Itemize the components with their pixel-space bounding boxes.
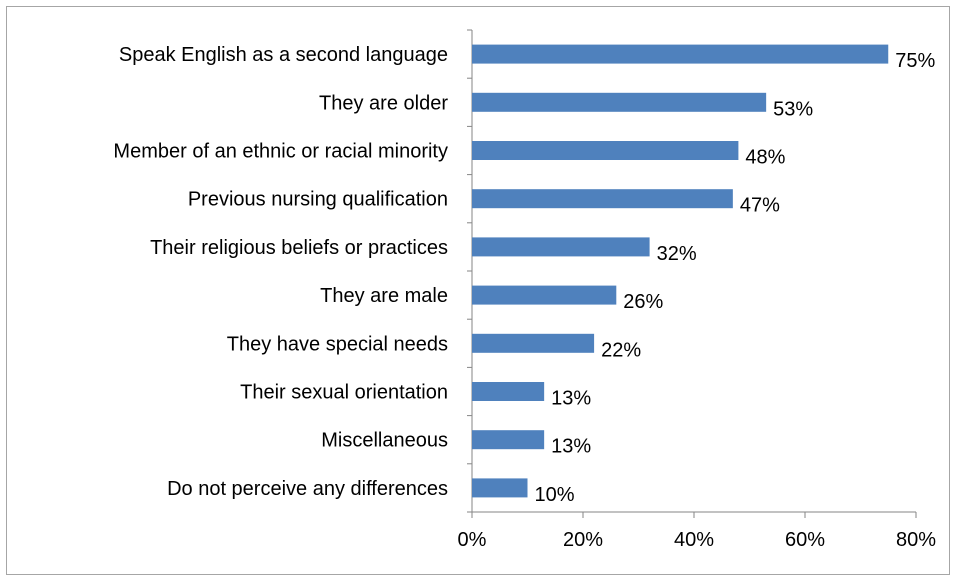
category-label: Member of an ethnic or racial minority <box>113 141 448 163</box>
category-label: Previous nursing qualification <box>188 189 448 211</box>
x-tick-label: 80% <box>896 529 936 551</box>
category-label: They are male <box>320 285 448 307</box>
data-label: 22% <box>601 339 641 361</box>
data-label: 10% <box>535 484 575 506</box>
bar <box>472 189 733 209</box>
bar <box>472 141 739 160</box>
x-tick-label: 60% <box>785 529 825 551</box>
category-label: Miscellaneous <box>321 430 448 452</box>
category-label: Their religious beliefs or practices <box>150 237 448 259</box>
category-label: They are older <box>319 92 448 114</box>
bar <box>472 430 545 450</box>
bar <box>472 92 767 112</box>
category-label: They have special needs <box>227 333 448 355</box>
x-tick-label: 20% <box>563 529 603 551</box>
bar <box>472 237 650 257</box>
data-label: 53% <box>773 98 813 120</box>
category-label: Do not perceive any differences <box>167 478 448 500</box>
bar <box>472 382 545 401</box>
data-label: 13% <box>551 436 591 458</box>
category-label: Their sexual orientation <box>240 382 448 404</box>
x-tick-label: 0% <box>458 529 487 551</box>
bar <box>472 478 528 498</box>
bar <box>472 333 595 353</box>
bar <box>472 44 889 64</box>
x-tick-label: 40% <box>674 529 714 551</box>
data-label: 47% <box>740 195 780 217</box>
data-label: 13% <box>551 388 591 410</box>
category-label: Speak English as a second language <box>119 44 448 66</box>
data-label: 75% <box>895 50 935 72</box>
data-label: 26% <box>623 291 663 313</box>
data-label: 32% <box>657 243 697 265</box>
data-label: 48% <box>745 147 785 169</box>
bar <box>472 285 617 305</box>
